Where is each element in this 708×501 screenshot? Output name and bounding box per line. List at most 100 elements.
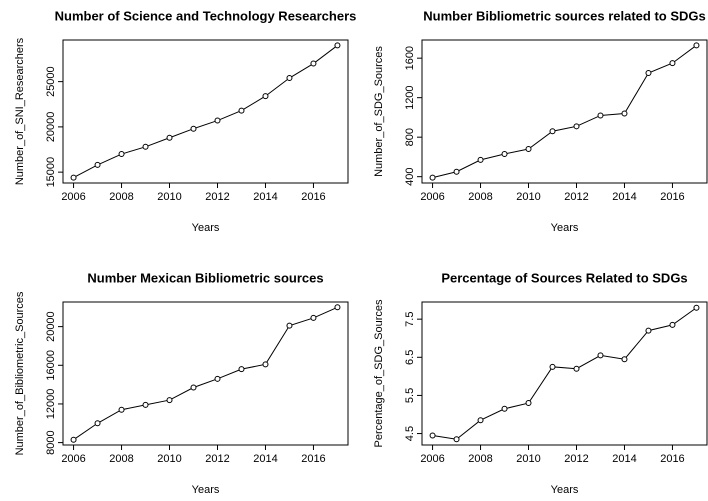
- x-axis-label: Years: [551, 484, 579, 496]
- data-line: [73, 45, 338, 179]
- y-tick-label: 1600: [404, 46, 416, 70]
- x-axis-label: Years: [551, 222, 579, 234]
- y-tick-label: 20000: [45, 311, 57, 342]
- y-tick-label: 1200: [404, 85, 416, 109]
- data-point: [429, 432, 436, 439]
- y-tick-label: 6.5: [404, 350, 416, 365]
- data-point: [70, 174, 77, 181]
- data-point: [693, 42, 700, 49]
- data-point: [621, 110, 628, 117]
- chart-title: Number Bibliometric sources related to S…: [423, 8, 705, 23]
- data-point: [549, 128, 556, 135]
- data-point: [573, 365, 580, 372]
- x-tick-label: 2006: [420, 191, 444, 203]
- data-point: [262, 361, 269, 368]
- x-tick-label: 2016: [660, 453, 684, 465]
- data-point: [94, 420, 101, 427]
- data-point: [549, 363, 556, 370]
- x-tick-label: 2008: [468, 453, 492, 465]
- data-point: [693, 304, 700, 311]
- x-tick-label: 2014: [253, 191, 277, 203]
- data-point: [334, 304, 341, 311]
- x-tick-label: 2008: [109, 191, 133, 203]
- data-point: [118, 151, 125, 158]
- x-tick-label: 2006: [420, 453, 444, 465]
- data-point: [453, 436, 460, 443]
- data-point: [94, 161, 101, 168]
- y-tick-label: 15000: [45, 157, 57, 188]
- x-axis-label: Years: [192, 222, 220, 234]
- x-tick-label: 2016: [660, 191, 684, 203]
- data-point: [166, 397, 173, 404]
- data-point: [597, 112, 604, 119]
- data-point: [238, 107, 245, 114]
- data-point: [429, 174, 436, 181]
- x-tick-label: 2010: [157, 191, 181, 203]
- data-point: [669, 321, 676, 328]
- y-tick-label: 400: [404, 167, 416, 185]
- y-axis-label: Number_of_Bibliometric_Sources: [14, 291, 26, 455]
- y-tick-label: 12000: [45, 389, 57, 420]
- y-tick-label: 5.5: [404, 388, 416, 403]
- data-point: [142, 143, 149, 150]
- data-line: [432, 44, 697, 179]
- data-point: [70, 436, 77, 443]
- data-point: [645, 69, 652, 76]
- data-point: [645, 327, 652, 334]
- data-point: [310, 60, 317, 67]
- data-point: [286, 322, 293, 329]
- data-point: [525, 400, 532, 407]
- x-tick-label: 2008: [109, 453, 133, 465]
- data-point: [453, 168, 460, 175]
- y-tick-label: 4.5: [404, 426, 416, 441]
- data-point: [214, 117, 221, 124]
- data-point: [118, 406, 125, 413]
- x-axis-label: Years: [192, 484, 220, 496]
- plot-box: [421, 39, 708, 184]
- data-point: [286, 75, 293, 82]
- y-tick-label: 800: [404, 128, 416, 146]
- x-tick-label: 2016: [301, 191, 325, 203]
- data-point: [477, 417, 484, 424]
- data-point: [166, 134, 173, 141]
- y-tick-label: 8000: [45, 430, 57, 454]
- x-tick-label: 2016: [301, 453, 325, 465]
- x-tick-label: 2012: [205, 191, 229, 203]
- plot-box: [421, 301, 708, 446]
- x-tick-label: 2010: [516, 191, 540, 203]
- data-point: [190, 384, 197, 391]
- x-tick-label: 2010: [516, 453, 540, 465]
- x-tick-label: 2014: [612, 453, 636, 465]
- data-line: [73, 306, 338, 441]
- x-tick-label: 2012: [564, 191, 588, 203]
- y-tick-label: 25000: [45, 66, 57, 97]
- y-tick-label: 7.5: [404, 312, 416, 327]
- data-line: [432, 307, 697, 440]
- y-axis-label: Percentage_of_SDG_Sources: [373, 299, 385, 447]
- y-tick-label: 20000: [45, 112, 57, 143]
- x-tick-label: 2012: [205, 453, 229, 465]
- x-tick-label: 2008: [468, 191, 492, 203]
- chart-title: Number Mexican Bibliometric sources: [87, 270, 323, 285]
- data-point: [669, 60, 676, 67]
- data-point: [477, 156, 484, 163]
- y-axis-label: Number_of_SNI_Researchers: [14, 37, 26, 185]
- plot-box: [62, 39, 349, 184]
- data-point: [501, 405, 508, 412]
- data-point: [190, 125, 197, 132]
- data-point: [597, 352, 604, 359]
- x-tick-label: 2014: [612, 191, 636, 203]
- data-point: [621, 356, 628, 363]
- x-tick-label: 2006: [61, 453, 85, 465]
- data-point: [501, 150, 508, 157]
- x-tick-label: 2012: [564, 453, 588, 465]
- data-point: [573, 123, 580, 130]
- data-point: [525, 146, 532, 153]
- data-point: [238, 366, 245, 373]
- x-tick-label: 2014: [253, 453, 277, 465]
- x-tick-label: 2006: [61, 191, 85, 203]
- y-axis-label: Number_of_SDG_Sources: [373, 46, 385, 177]
- chart-title: Number of Science and Technology Researc…: [55, 8, 357, 23]
- chart-title: Percentage of Sources Related to SDGs: [441, 270, 687, 285]
